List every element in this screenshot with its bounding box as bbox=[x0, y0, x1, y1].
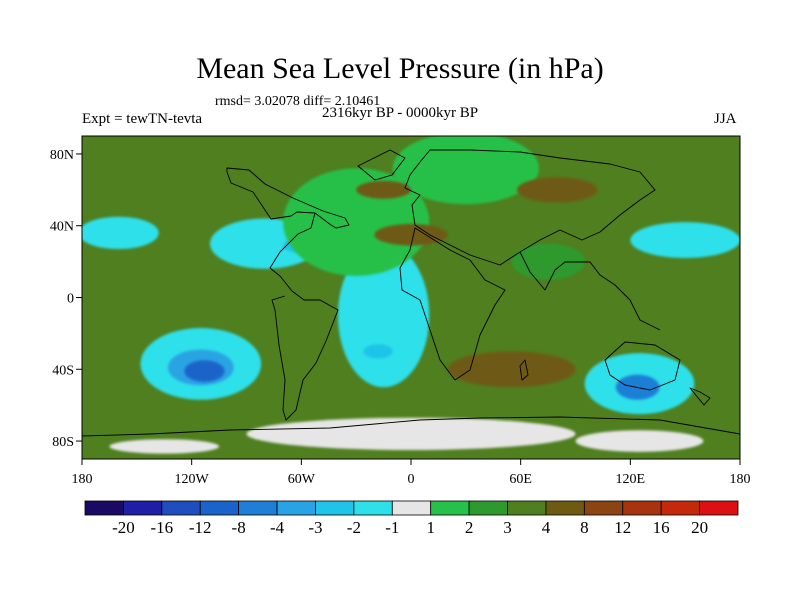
colorbar-label: -4 bbox=[270, 518, 285, 537]
pressure-region-5 bbox=[337, 243, 430, 388]
x-tick-label: 180 bbox=[72, 472, 93, 487]
colorbar-label: -2 bbox=[347, 518, 361, 537]
colorbar-label: 2 bbox=[465, 518, 474, 537]
colorbar-label: 8 bbox=[580, 518, 589, 537]
colorbar-label: -1 bbox=[385, 518, 399, 537]
colorbar-swatch bbox=[430, 500, 470, 516]
pressure-region-11 bbox=[630, 222, 740, 259]
pressure-region-15 bbox=[517, 177, 598, 203]
colorbar-swatch bbox=[84, 500, 124, 516]
x-tick-label: 0 bbox=[408, 472, 415, 487]
x-tick-label: 120E bbox=[616, 472, 646, 487]
colorbar-swatch bbox=[238, 500, 278, 516]
colorbar-swatch bbox=[507, 500, 547, 516]
contour-fills bbox=[82, 136, 740, 454]
period-label: 2316kyr BP - 0000kyr BP bbox=[322, 105, 479, 121]
colorbar-swatch bbox=[391, 500, 432, 516]
colorbar-swatch bbox=[660, 500, 700, 516]
colorbar: -20 -16 -12 -8 -4 -3 -2 -1 1 2 3 4 8 12 16 20 bbox=[84, 500, 739, 537]
colorbar-label: 20 bbox=[691, 518, 708, 537]
rmsd-diff-stats: rmsd= 3.02078 diff= 2.10461 bbox=[215, 94, 381, 109]
y-axis: 80N 40N 0 40S 80S bbox=[50, 148, 82, 450]
colorbar-swatch bbox=[622, 500, 662, 516]
colorbar-swatch bbox=[276, 500, 316, 516]
pressure-region-22 bbox=[575, 430, 704, 452]
pressure-region-18 bbox=[511, 243, 585, 280]
y-tick-label: 40S bbox=[52, 363, 74, 378]
experiment-label: Expt = tewTN-tevta bbox=[82, 111, 203, 127]
pressure-region-14 bbox=[283, 168, 430, 276]
colorbar-swatch bbox=[583, 500, 624, 516]
page-title: Mean Sea Level Pressure (in hPa) bbox=[196, 52, 604, 85]
x-tick-label: 60W bbox=[288, 472, 316, 487]
season-label: JJA bbox=[714, 111, 737, 127]
y-tick-label: 80N bbox=[50, 148, 74, 163]
colorbar-swatch bbox=[315, 500, 355, 516]
pressure-region-16 bbox=[356, 180, 412, 199]
colorbar-label: -12 bbox=[189, 518, 212, 537]
colorbar-swatch bbox=[353, 500, 393, 516]
pressure-region-19 bbox=[447, 351, 576, 388]
colorbar-label: 3 bbox=[503, 518, 512, 537]
pressure-region-17 bbox=[374, 223, 448, 246]
pressure-region-20 bbox=[246, 417, 576, 451]
y-tick-label: 40N bbox=[50, 220, 74, 235]
colorbar-label: -8 bbox=[232, 518, 246, 537]
pressure-region-4 bbox=[184, 360, 225, 382]
pressure-region-6 bbox=[363, 344, 393, 359]
colorbar-label: -20 bbox=[112, 518, 135, 537]
colorbar-swatch bbox=[545, 500, 585, 516]
colorbar-label: 16 bbox=[653, 518, 670, 537]
colorbar-swatch bbox=[161, 500, 201, 516]
colorbar-swatch bbox=[699, 500, 739, 516]
colorbar-label: -16 bbox=[150, 518, 173, 537]
colorbar-label: 4 bbox=[542, 518, 551, 537]
colorbar-swatch bbox=[468, 500, 508, 516]
coastlines bbox=[82, 149, 740, 437]
pressure-region-13 bbox=[392, 136, 539, 205]
colorbar-label: 12 bbox=[614, 518, 631, 537]
y-tick-label: 0 bbox=[67, 292, 74, 307]
x-tick-label: 60E bbox=[509, 472, 532, 487]
colorbar-label: 1 bbox=[426, 518, 435, 537]
x-tick-label: 180 bbox=[730, 472, 751, 487]
colorbar-swatch bbox=[199, 500, 240, 516]
x-tick-label: 120W bbox=[175, 472, 210, 487]
pressure-region-21 bbox=[109, 439, 220, 454]
x-axis: 180 120W 60W 0 60E 120E 180 bbox=[72, 459, 751, 487]
colorbar-label: -3 bbox=[308, 518, 322, 537]
colorbar-swatch bbox=[123, 500, 163, 516]
pressure-region-12 bbox=[82, 216, 159, 250]
y-tick-label: 80S bbox=[52, 435, 74, 450]
